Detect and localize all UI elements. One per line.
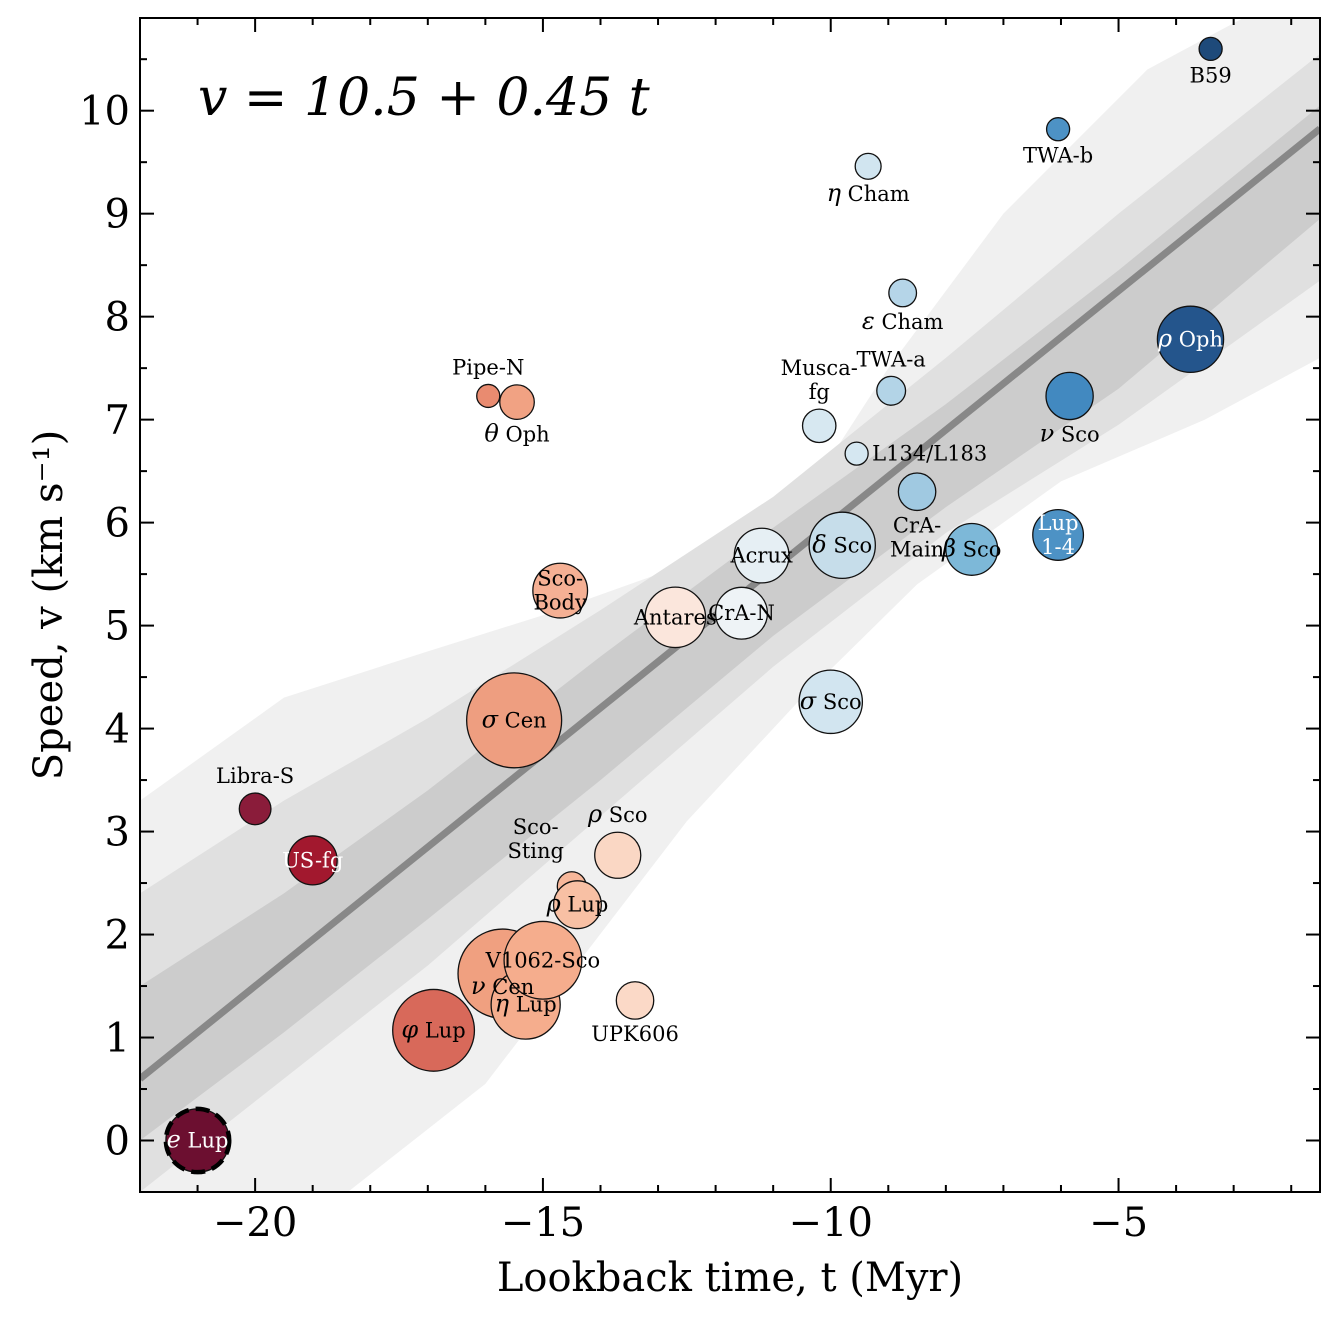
y-tick-label: 10 — [79, 89, 130, 135]
y-tick-label: 9 — [105, 192, 130, 238]
y-tick-label: 6 — [105, 501, 130, 547]
label-b59: B59 — [1190, 63, 1232, 87]
point-pipe-n — [476, 383, 501, 409]
point-b59 — [1198, 36, 1223, 62]
point-us-fg — [287, 835, 338, 886]
y-tick-label: 5 — [105, 604, 130, 650]
label-v1062-sco: V1062-Sco — [485, 948, 601, 972]
y-tick-label: 4 — [105, 707, 130, 753]
point-η-cham — [854, 152, 882, 180]
point-twa-b — [1045, 117, 1071, 142]
point-v1062-sco — [503, 920, 583, 1000]
label-η-lup: η Lup — [495, 990, 557, 1018]
label-φ-lup: φ Lup — [401, 1015, 465, 1043]
y-axis-title: Speed, v (km s⁻¹) — [26, 430, 72, 780]
point-σ-cen — [466, 672, 563, 769]
point-ε-cham — [888, 278, 918, 308]
label-β-sco: β Sco — [941, 534, 1001, 562]
y-tick-label: 1 — [105, 1016, 130, 1062]
label-σ-sco: σ Sco — [800, 687, 862, 715]
label-twa-a: TWA-a — [857, 347, 926, 371]
point-σ-sco — [798, 669, 864, 735]
label-e-lup: e Lup — [167, 1126, 229, 1154]
x-tick-label: −20 — [213, 1200, 297, 1246]
label-upk606: UPK606 — [591, 1022, 679, 1046]
point-highlight-ring — [163, 1106, 232, 1175]
point-twa-a — [876, 375, 907, 406]
point-l134-l183 — [844, 441, 869, 466]
point-ρ-sco — [594, 831, 642, 879]
label-antares: Antares — [633, 605, 717, 629]
label-ν-cen: ν Cen — [471, 972, 534, 1000]
x-tick-label: −10 — [789, 1200, 873, 1246]
data-points — [163, 36, 1225, 1175]
point-φ-lup — [392, 988, 476, 1072]
label-θ-oph: θ Oph — [484, 419, 549, 447]
label-us-fg: US-fg — [282, 848, 343, 872]
label-ρ-sco: ρ Sco — [587, 800, 648, 828]
y-tick-label: 7 — [105, 398, 130, 444]
point-labels: e Lup Libra-S US-fg φ Lup σ Cen Pipe-N θ Oph ν … — [167, 63, 1232, 1153]
point-lup-1-4 — [1032, 508, 1085, 561]
label-cra-main: CrA-Main — [890, 513, 944, 561]
axis-ticks: −20 −15 −10 −5 0 1 2 3 4 5 6 7 8 9 10 — [79, 18, 1320, 1246]
label-σ-cen: σ Cen — [482, 705, 547, 733]
point-ρ-lup — [552, 880, 603, 930]
x-axis-title: Lookback time, t (Myr) — [497, 1255, 963, 1301]
point-β-sco — [945, 522, 999, 576]
label-twa-b: TWA-b — [1023, 144, 1093, 168]
label-pipe-n: Pipe-N — [452, 355, 524, 379]
label-acrux: Acrux — [729, 544, 792, 568]
label-ρ-lup: ρ Lup — [546, 890, 609, 918]
label-η-cham: η Cham — [827, 179, 910, 207]
point-musca-fg — [801, 408, 837, 444]
x-tick-label: −15 — [501, 1200, 585, 1246]
label-ρ-oph: ρ Oph — [1157, 324, 1223, 352]
y-tick-label: 3 — [105, 810, 130, 856]
label-sco-sting: Sco-Sting — [507, 815, 564, 863]
y-tick-label: 0 — [105, 1119, 130, 1165]
label-musca-fg: Musca-fg — [781, 356, 858, 404]
point-cra-n — [714, 586, 769, 640]
point-cra-main — [897, 472, 937, 512]
label-sco-body: Sco-Body — [533, 567, 587, 615]
label-cra-n: CrA-N — [708, 601, 775, 625]
y-tick-label: 2 — [105, 913, 130, 959]
point-ρ-oph — [1156, 305, 1225, 374]
label-l134-l183: L134/L183 — [872, 442, 987, 466]
label-libra-s: Libra-S — [216, 764, 294, 788]
point-libra-s — [238, 792, 272, 826]
plot-frame — [139, 17, 1321, 1193]
point-sco-body — [532, 562, 589, 619]
point-θ-oph — [499, 384, 535, 421]
label-ε-cham: ε Cham — [862, 307, 944, 335]
label-ν-sco: ν Sco — [1040, 420, 1100, 448]
label-lup-1-4: Lup 1-4 — [1038, 511, 1079, 559]
fit-equation: v = 10.5 + 0.45 t — [198, 68, 650, 128]
y-tick-label: 8 — [105, 295, 130, 341]
point-upk606 — [615, 981, 655, 1020]
point-ν-sco — [1045, 371, 1094, 421]
x-tick-label: −5 — [1089, 1200, 1148, 1246]
point-antares — [644, 586, 707, 649]
point-δ-sco — [808, 511, 876, 580]
point-acrux — [733, 527, 790, 584]
label-δ-sco: δ Sco — [812, 530, 872, 558]
